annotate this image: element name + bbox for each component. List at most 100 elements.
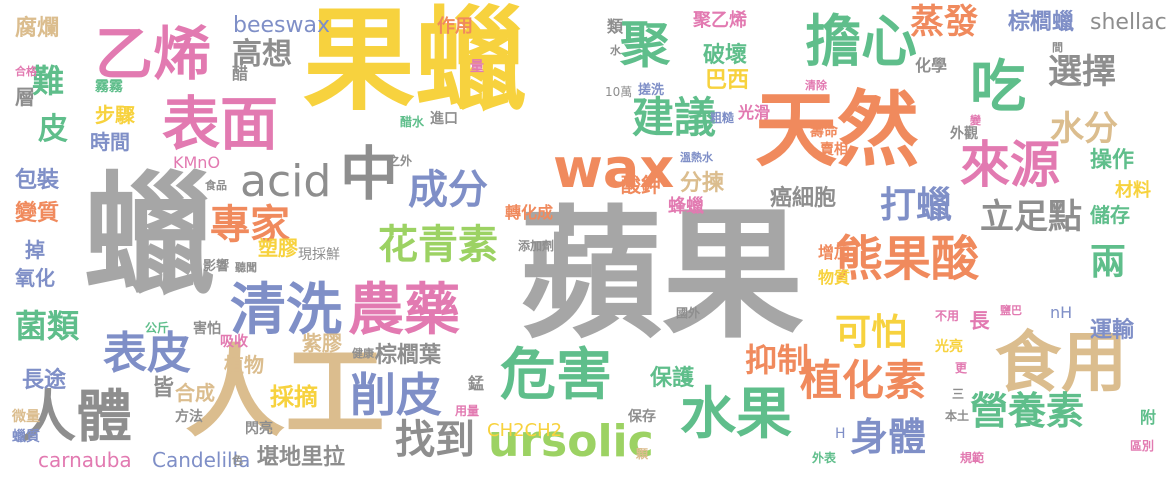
word-色: 色 <box>232 454 243 467</box>
word-粗糙: 粗糙 <box>710 111 735 125</box>
word-棕櫚葉: 棕櫚葉 <box>375 343 442 368</box>
word-農藥: 農藥 <box>348 278 460 343</box>
word-H: H <box>835 426 846 442</box>
word-閃亮: 閃亮 <box>245 421 273 437</box>
word-表面: 表面 <box>162 90 279 158</box>
word-壽命: 壽命 <box>810 124 838 140</box>
word-外表: 外表 <box>812 451 837 465</box>
word-材料: 材料 <box>1115 180 1151 201</box>
word-腐爛: 腐爛 <box>15 16 60 41</box>
word-人體: 人體 <box>20 385 132 450</box>
word-CH2CH2: CH2CH2 <box>487 420 563 441</box>
word-間: 間 <box>1052 41 1063 54</box>
word-添加劑: 添加劑 <box>518 239 555 253</box>
word-身體: 身體 <box>850 415 927 459</box>
word-保存: 保存 <box>628 409 656 425</box>
word-beeswax: beeswax <box>233 13 330 38</box>
word-植物: 植物 <box>224 353 264 377</box>
word-抑制: 抑制 <box>745 341 810 379</box>
word-影響: 影響 <box>203 259 230 274</box>
word-鹽巴: 鹽巴 <box>1000 304 1022 317</box>
word-分揀: 分揀 <box>680 171 725 196</box>
word-蜂蠟: 蜂蠟 <box>668 196 704 217</box>
word-清洗: 清洗 <box>230 278 342 343</box>
word-步驟: 步驟 <box>95 103 135 127</box>
word-食品: 食品 <box>205 179 227 192</box>
word-建議: 建議 <box>632 93 717 142</box>
word-聽聞: 聽聞 <box>235 261 257 274</box>
word-顆: 顆 <box>636 447 649 461</box>
word-打蠟: 打蠟 <box>880 185 953 226</box>
word-方法: 方法 <box>175 409 203 425</box>
word-專家: 專家 <box>210 202 290 248</box>
word-醋水: 醋水 <box>400 115 425 129</box>
word-紫膠: 紫膠 <box>302 331 342 355</box>
word-包裝: 包裝 <box>15 168 60 193</box>
word-三: 三 <box>952 387 965 401</box>
word-長途: 長途 <box>22 368 67 393</box>
word-熊果酸: 熊果酸 <box>835 231 980 287</box>
word-危害: 危害 <box>500 343 612 408</box>
word-擔心: 擔心 <box>805 10 917 75</box>
word-規範: 規範 <box>960 451 985 465</box>
word-更: 更 <box>955 361 968 375</box>
word-wax: wax <box>553 137 675 200</box>
word-食用: 食用 <box>995 324 1127 401</box>
word-醋: 醋 <box>232 64 249 83</box>
word-合格: 合格 <box>15 65 37 78</box>
word-棕櫚蠟: 棕櫚蠟 <box>1008 10 1075 35</box>
word-合成: 合成 <box>175 381 215 405</box>
word-堪地里拉: 堪地里拉 <box>257 445 346 470</box>
word-採摘: 採摘 <box>270 383 318 411</box>
word-現採鮮: 現採鮮 <box>298 247 340 263</box>
word-聚: 聚 <box>620 16 670 74</box>
word-菌類: 菌類 <box>15 307 80 345</box>
word-可怕: 可怕 <box>835 312 908 353</box>
word-附: 附 <box>1140 408 1157 427</box>
word-聚乙烯: 聚乙烯 <box>693 10 747 31</box>
word-花青素: 花青素 <box>378 222 498 268</box>
word-成分: 成分 <box>408 167 488 213</box>
word-水: 水 <box>610 44 621 57</box>
word-選擇: 選擇 <box>1048 52 1116 92</box>
word-物質: 物質 <box>818 268 851 287</box>
word-儲存: 儲存 <box>1090 203 1130 227</box>
word-水分: 水分 <box>1050 109 1118 149</box>
word-轉化成: 轉化成 <box>505 203 554 222</box>
word-破壞: 破壞 <box>703 43 748 68</box>
word-天然: 天然 <box>755 83 920 178</box>
word-光亮: 光亮 <box>935 339 963 355</box>
word-光滑: 光滑 <box>738 103 771 122</box>
word-acid: acid <box>240 156 332 207</box>
word-高想: 高想 <box>232 37 292 72</box>
word-操作: 操作 <box>1090 148 1135 173</box>
word-植化素: 植化素 <box>800 356 927 405</box>
word-來源: 來源 <box>960 136 1060 194</box>
word-吸收: 吸收 <box>220 334 248 350</box>
word-皆: 皆 <box>152 376 175 401</box>
word-量: 量 <box>470 59 484 75</box>
word-化學: 化學 <box>915 56 948 75</box>
word-中: 中 <box>340 140 399 208</box>
word-吃: 吃 <box>970 55 1026 120</box>
word-外觀: 外觀 <box>950 126 978 142</box>
word-shellac: shellac <box>1090 10 1167 35</box>
word-微量: 微量 <box>12 409 40 425</box>
word-氧化: 氧化 <box>15 266 55 290</box>
word-賣相: 賣相 <box>820 142 848 158</box>
word-時間: 時間 <box>90 130 130 154</box>
word-水果: 水果 <box>680 382 792 447</box>
word-增加: 增加 <box>818 243 851 262</box>
word-人工: 人工 <box>185 334 385 451</box>
word-carnauba: carnauba <box>38 448 132 472</box>
word-立足點: 立足點 <box>980 197 1082 237</box>
word-本土: 本土 <box>945 409 970 423</box>
word-搓洗: 搓洗 <box>638 83 665 98</box>
word-掉: 掉 <box>25 238 45 262</box>
word-溫熱水: 溫熱水 <box>680 151 713 164</box>
word-不用: 不用 <box>935 309 960 323</box>
word-蠟質: 蠟質 <box>12 429 40 445</box>
word-區別: 區別 <box>1130 439 1155 453</box>
word-國外: 國外 <box>676 306 701 320</box>
